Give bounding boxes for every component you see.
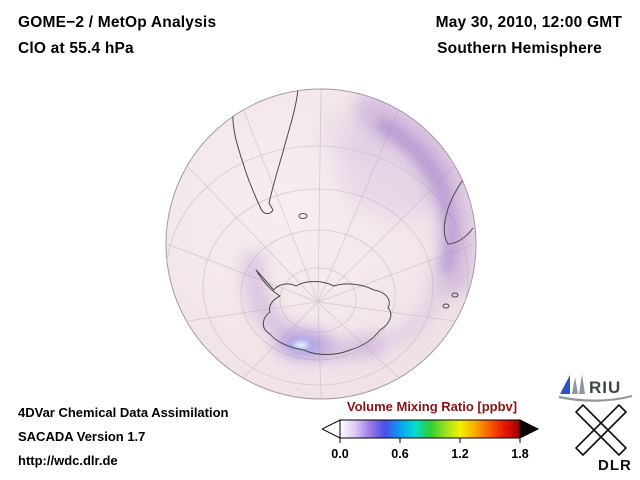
colorbar-gradient-bar: [339, 419, 521, 439]
colorbar-tickmarks: [339, 438, 521, 443]
assimilation-caption: 4DVar Chemical Data Assimilation: [18, 405, 229, 420]
colorbar-title: Volume Mixing Ratio [ppbv]: [346, 399, 518, 414]
date-line: May 30, 2010, 12:00 GMT: [435, 14, 622, 31]
coast-islands: [298, 213, 308, 219]
colorbar-arrow-right: [519, 419, 540, 439]
clo-maximum-core: [294, 341, 308, 349]
colorbar-arrow-left: [322, 419, 341, 439]
riu-logo: RIU: [558, 374, 633, 402]
analysis-title-line1: GOME−2 / MetOp Analysis: [18, 14, 217, 31]
colorbar-tick: 0.6: [391, 447, 409, 461]
riu-cathedral-icon: [572, 374, 585, 394]
riu-swoosh-icon: [558, 394, 633, 402]
date-region: May 30, 2010, 12:00 GMT Southern Hemisph…: [436, 10, 622, 62]
colorbar: [322, 419, 540, 443]
coast-africa: [443, 161, 476, 245]
riu-blue-sail-icon: [560, 375, 570, 394]
colorbar-tick: 1.8: [511, 447, 529, 461]
wdc-url: http://wdc.dlr.de: [18, 453, 118, 468]
colorbar-tick: 1.2: [451, 447, 469, 461]
analysis-title: GOME−2 / MetOp Analysis ClO at 55.4 hPa: [18, 10, 216, 62]
clo-data-overlay: [242, 92, 475, 361]
analysis-title-line2: ClO at 55.4 hPa: [18, 40, 134, 57]
region-line: Southern Hemisphere: [437, 40, 602, 57]
version-caption: SACADA Version 1.7: [18, 429, 146, 444]
dlr-wordmark: DLR: [598, 457, 632, 474]
dlr-star-icon: [575, 404, 627, 456]
riu-wordmark: RIU: [589, 378, 621, 397]
colorbar-tick: 0.0: [331, 447, 349, 461]
footer-captions: 4DVar Chemical Data Assimilation SACADA …: [18, 401, 229, 473]
coast-antarctica: [255, 269, 392, 355]
dlr-logo: DLR: [575, 404, 632, 474]
